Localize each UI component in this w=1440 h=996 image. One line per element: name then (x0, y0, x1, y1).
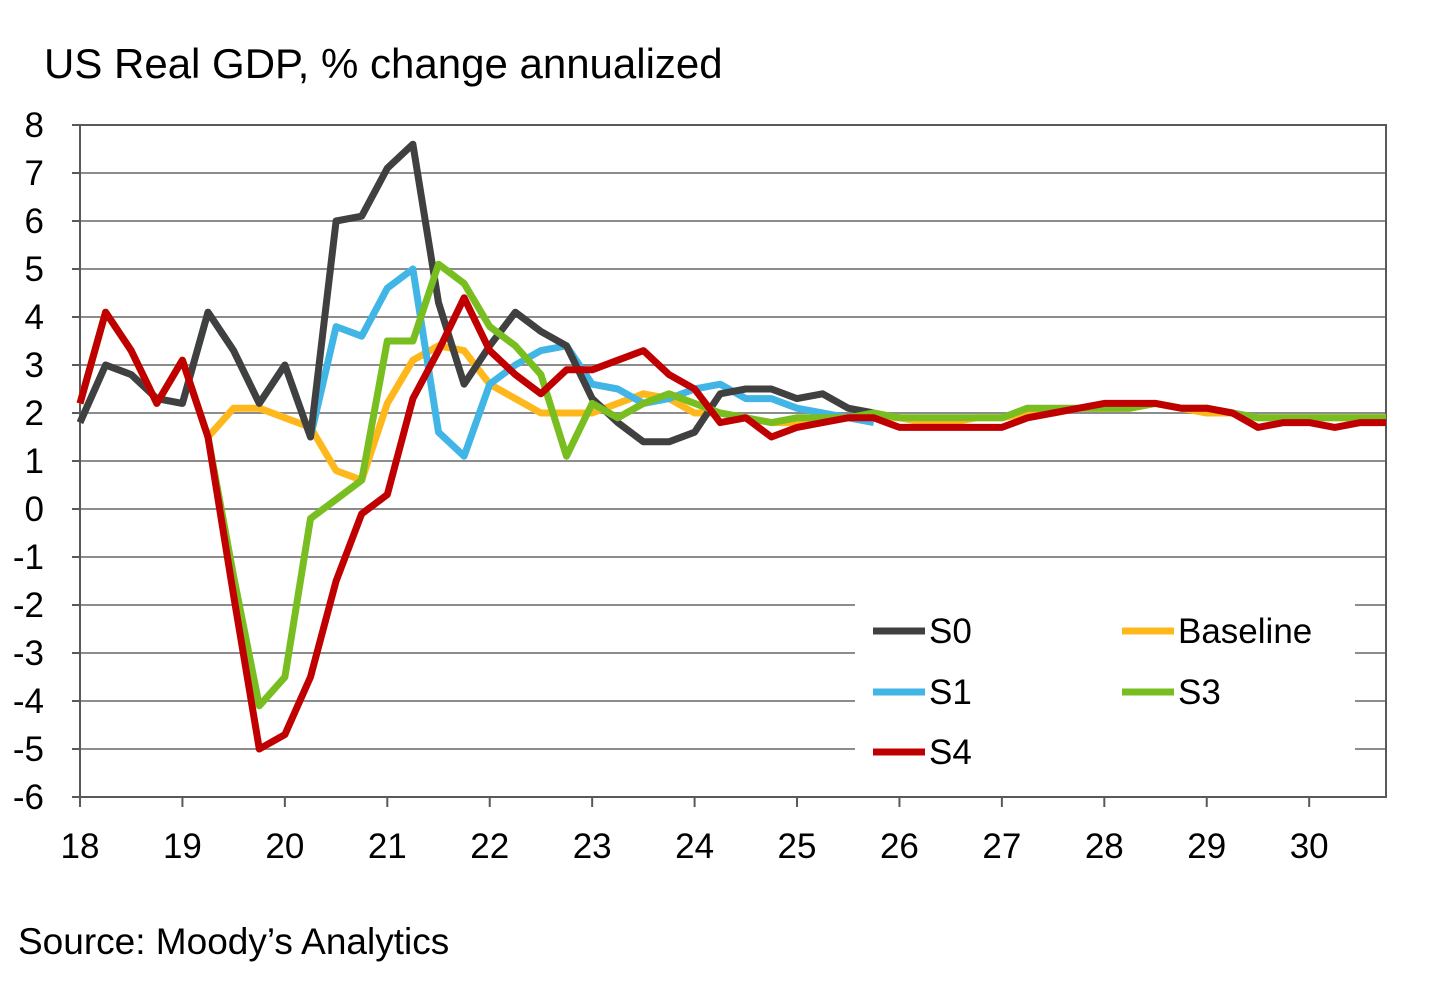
x-tick-label: 20 (265, 827, 304, 866)
legend-label: S4 (929, 733, 972, 772)
x-tick-label: 28 (1085, 827, 1124, 866)
chart-source: Source: Moody’s Analytics (18, 921, 450, 962)
legend-item-baseline: Baseline (1122, 612, 1312, 651)
x-tick-label: 22 (470, 827, 509, 866)
y-tick-label: 5 (25, 250, 44, 289)
y-tick-label: -4 (13, 682, 44, 721)
legend-label: S1 (929, 673, 972, 712)
plot-frame (79, 124, 1387, 798)
series-line-baseline (76, 308, 1386, 484)
x-tick-label: 26 (880, 827, 919, 866)
legend-background (855, 600, 1355, 790)
x-tick-label: 30 (1290, 827, 1329, 866)
chart-title: US Real GDP, % change annualized (44, 40, 723, 87)
x-tick-label: 19 (163, 827, 202, 866)
y-tick-label: 4 (25, 298, 44, 337)
legend-label: Baseline (1178, 612, 1312, 651)
legend-item-s1: S1 (873, 673, 972, 712)
legend: S0 Baseline S1 S3 S4 (855, 600, 1355, 790)
y-tick-label: -6 (13, 778, 44, 817)
series-lines (76, 140, 1386, 753)
x-tick-label: 21 (368, 827, 407, 866)
y-tick-label: 0 (25, 490, 44, 529)
legend-label: S0 (929, 612, 972, 651)
x-tick-label: 25 (778, 827, 817, 866)
x-tick-label: 18 (61, 827, 100, 866)
y-tick-label: 8 (25, 106, 44, 145)
y-tick-label: 7 (25, 154, 44, 193)
y-tick-label: -2 (13, 586, 44, 625)
x-tick-label: 24 (675, 827, 714, 866)
series-line-s0 (76, 140, 875, 446)
y-tick-label: 3 (25, 346, 44, 385)
y-tick-label: 6 (25, 202, 44, 241)
y-tick-label: -5 (13, 730, 44, 769)
legend-label: S3 (1178, 673, 1221, 712)
y-tick-label: -1 (13, 538, 44, 577)
x-tick-label: 23 (573, 827, 612, 866)
y-tick-label: 1 (25, 442, 44, 481)
legend-item-s4: S4 (873, 733, 972, 772)
legend-item-s3: S3 (1122, 673, 1221, 712)
y-tick-label: 2 (25, 394, 44, 433)
legend-item-s0: S0 (873, 612, 972, 651)
x-tick-label: 29 (1187, 827, 1226, 866)
y-tick-label: -3 (13, 634, 44, 673)
x-tick-label: 27 (982, 827, 1021, 866)
series-line-s4 (76, 294, 1386, 753)
